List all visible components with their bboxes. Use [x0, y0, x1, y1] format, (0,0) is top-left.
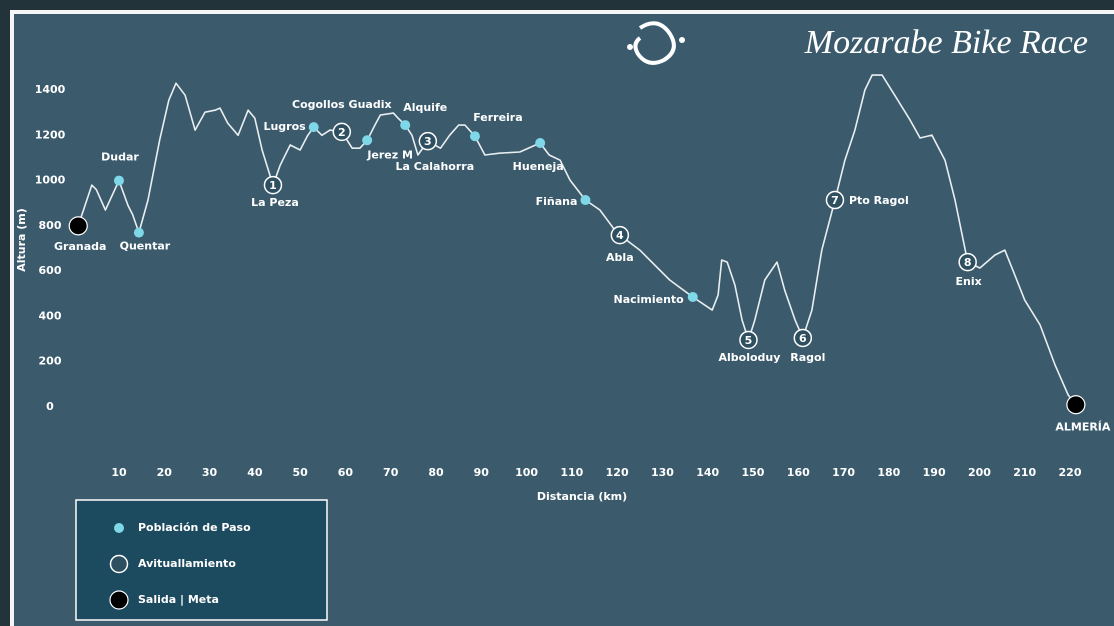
- marker-label: Nacimiento: [613, 293, 684, 306]
- logo-dot: [679, 37, 685, 43]
- marker-label: Pto Ragol: [849, 194, 909, 207]
- x-tick-label: 150: [742, 466, 765, 479]
- poblacion-marker: [580, 195, 591, 206]
- y-axis-label: Altura (m): [15, 208, 28, 272]
- y-tick-label: 1400: [35, 83, 66, 96]
- marker-label: Dudar: [101, 151, 139, 164]
- poblacion-marker: [535, 137, 546, 148]
- avituallamiento-marker: [610, 225, 630, 245]
- poblacion-marker: [687, 291, 698, 302]
- x-tick-label: 70: [383, 466, 399, 479]
- x-tick-label: 130: [651, 466, 674, 479]
- legend-label: Población de Paso: [138, 521, 251, 534]
- poblacion-marker: [114, 523, 124, 533]
- marker-label: Enix: [956, 275, 982, 288]
- avituallamiento-marker: [739, 330, 758, 350]
- x-tick-label: 100: [515, 466, 538, 479]
- marker-label: Granada: [54, 240, 106, 253]
- avituallamiento-marker: [958, 252, 977, 272]
- salida-meta-marker: [1066, 395, 1086, 415]
- chart-title: Mozarabe Bike Race: [804, 24, 1088, 61]
- logo: [627, 21, 685, 65]
- x-tick-label: 210: [1013, 466, 1036, 479]
- y-tick-label: 400: [39, 309, 62, 322]
- marker-label: Fiñana: [536, 195, 578, 208]
- x-tick-label: 80: [428, 466, 444, 479]
- avituallamiento-number: 6: [799, 332, 807, 345]
- avituallamiento-marker: [332, 122, 352, 142]
- marker-label: La Peza: [251, 196, 299, 209]
- x-axis-label: Distancia (km): [537, 490, 627, 503]
- poblacion-marker: [400, 120, 411, 131]
- poblacion-marker: [133, 227, 144, 238]
- avituallamiento-marker: [109, 554, 129, 574]
- avituallamiento-marker: [263, 175, 283, 195]
- marker-label: Jerez M: [366, 148, 413, 161]
- avituallamiento-number: 3: [424, 135, 432, 148]
- x-tick-label: 120: [606, 466, 629, 479]
- x-tick-label: 170: [832, 466, 855, 479]
- x-tick-label: 200: [968, 466, 991, 479]
- x-tick-label: 30: [202, 466, 218, 479]
- avituallamiento-number: 5: [745, 334, 753, 347]
- marker-label: La Calahorra: [396, 160, 475, 173]
- salida-meta-marker: [68, 216, 88, 236]
- poblacion-marker: [308, 122, 319, 133]
- avituallamiento-marker: [418, 131, 438, 151]
- marker-label: ALMERÍA: [1055, 421, 1111, 434]
- marker-label: Cogollos Guadix: [292, 98, 392, 111]
- y-tick-label: 800: [39, 219, 62, 232]
- x-tick-label: 190: [923, 466, 946, 479]
- x-tick-label: 160: [787, 466, 810, 479]
- poblacion-marker: [469, 131, 480, 142]
- marker-label: Ferreira: [473, 111, 522, 124]
- x-tick-label: 20: [157, 466, 173, 479]
- poblacion-marker: [113, 175, 124, 186]
- marker-label: Hueneja: [513, 160, 564, 173]
- y-tick-label: 0: [46, 400, 54, 413]
- avituallamiento-number: 1: [269, 179, 277, 192]
- x-tick-label: 60: [338, 466, 354, 479]
- avituallamiento-number: 4: [616, 229, 624, 242]
- marker-label: Abla: [606, 251, 634, 264]
- x-tick-label: 40: [247, 466, 263, 479]
- avituallamiento-number: 8: [964, 256, 972, 269]
- x-tick-label: 220: [1059, 466, 1082, 479]
- x-tick-label: 140: [696, 466, 719, 479]
- avituallamiento-marker: [825, 190, 845, 210]
- avituallamiento-number: 2: [338, 126, 346, 139]
- legend-label: Avituallamiento: [138, 557, 236, 570]
- x-tick-label: 10: [111, 466, 127, 479]
- marker-label: Alquife: [403, 101, 447, 114]
- marker-label: Alboloduy: [719, 351, 781, 364]
- marker-label: Lugros: [263, 120, 306, 133]
- avituallamiento-marker: [793, 328, 813, 348]
- logo-icon: [633, 21, 676, 65]
- y-tick-label: 1000: [35, 174, 66, 187]
- elevation-line: [77, 74, 1077, 406]
- marker-label: Ragol: [790, 351, 825, 364]
- salida-meta-marker: [109, 590, 129, 610]
- avituallamiento-number: 7: [831, 194, 839, 207]
- x-tick-label: 110: [560, 466, 583, 479]
- poblacion-marker: [362, 135, 373, 146]
- x-tick-label: 180: [877, 466, 900, 479]
- y-tick-label: 600: [39, 264, 62, 277]
- y-tick-label: 200: [39, 355, 62, 368]
- legend-label: Salida | Meta: [138, 593, 219, 606]
- y-tick-label: 1200: [35, 128, 66, 141]
- logo-dot: [627, 44, 633, 50]
- marker-label: Quentar: [120, 240, 171, 253]
- x-tick-label: 50: [292, 466, 308, 479]
- x-tick-label: 90: [474, 466, 490, 479]
